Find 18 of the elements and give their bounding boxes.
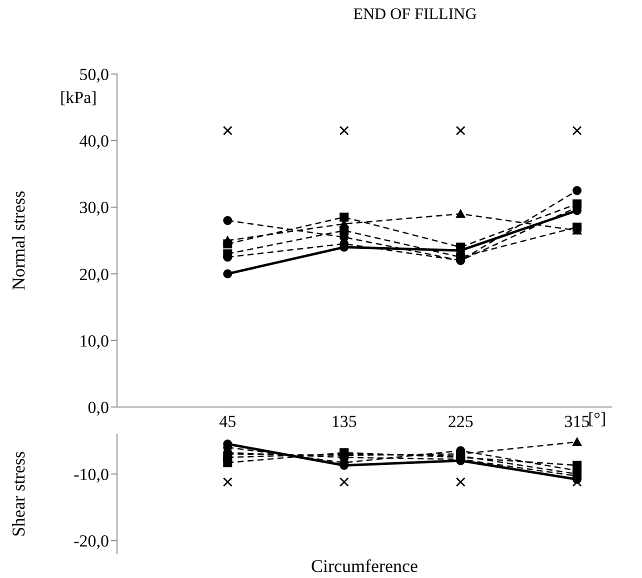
y-tick-label: -20,0 xyxy=(74,532,109,551)
text: [kPa] xyxy=(60,88,97,108)
x-tick-label: 225 xyxy=(448,412,474,432)
chart-title: END OF FILLING xyxy=(352,6,478,24)
x-tick-label: 315 xyxy=(564,412,590,432)
x-tick-label: 45 xyxy=(219,412,236,432)
y-axis-title: Shear stress xyxy=(8,451,28,537)
y-tick-label: 20,0 xyxy=(79,264,109,284)
text: [°] xyxy=(588,409,606,429)
x-tick-label: 135 xyxy=(331,412,357,432)
y-axis-title: Normal stress xyxy=(8,190,28,290)
y-tick-label: 40,0 xyxy=(79,132,109,151)
x-axis-title: Circumference xyxy=(311,556,418,576)
y-tick-label: -10,0 xyxy=(74,465,109,484)
y-tick-label: 0,0 xyxy=(88,398,109,418)
y-tick-label: 30,0 xyxy=(79,198,109,218)
y-tick-label: 10,0 xyxy=(79,331,109,350)
y-tick-label: 50,0 xyxy=(79,65,109,84)
